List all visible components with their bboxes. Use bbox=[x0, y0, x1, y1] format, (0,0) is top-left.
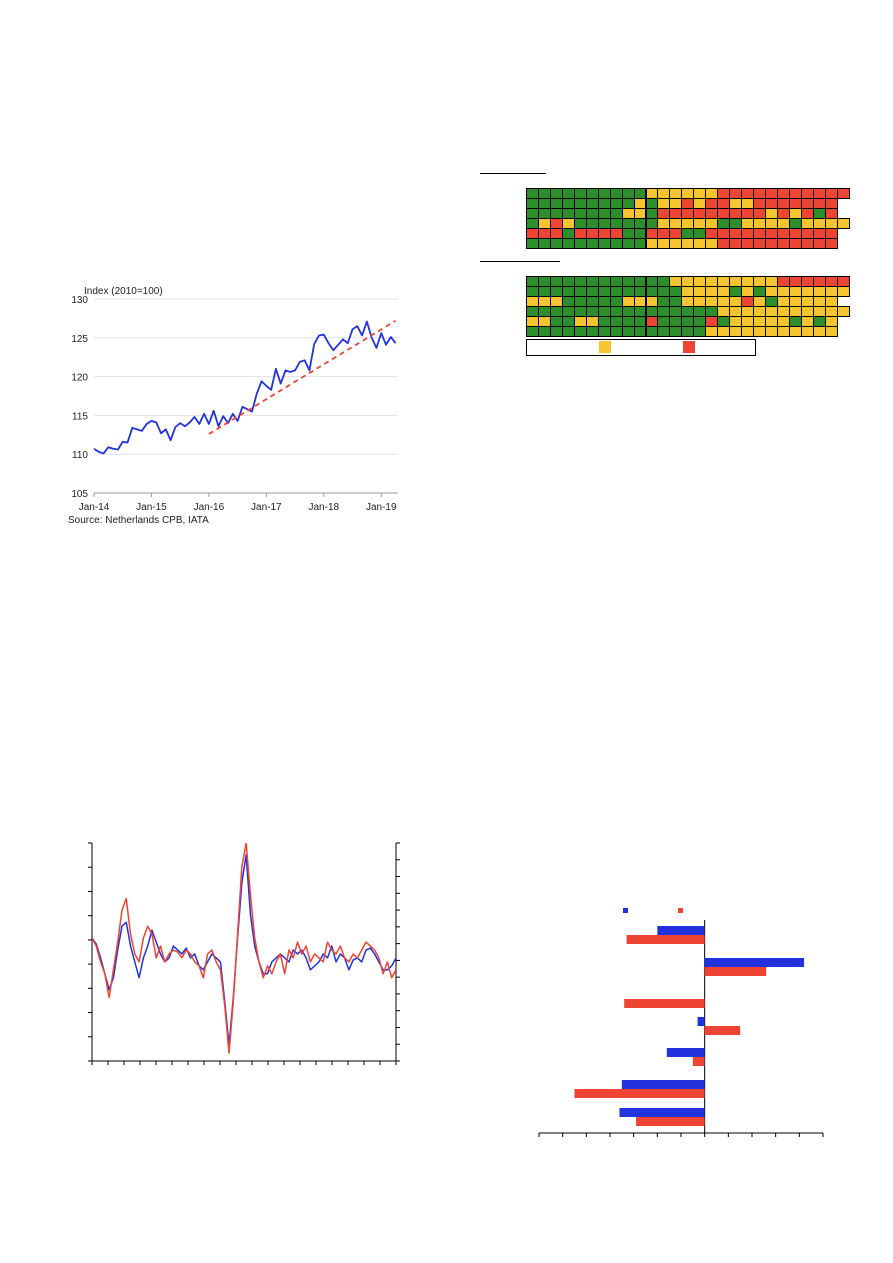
bar-red bbox=[704, 967, 767, 976]
heatmap-cell bbox=[824, 326, 838, 337]
x-tick-label-Jan-18: Jan-18 bbox=[309, 502, 340, 513]
status-heatmap bbox=[470, 160, 850, 360]
heatmap-cell bbox=[824, 238, 838, 249]
legend-yellow-swatch bbox=[599, 341, 611, 353]
bar-blue bbox=[657, 926, 705, 935]
dual-line-chart bbox=[80, 835, 410, 1075]
x-tick-label-Jan-17: Jan-17 bbox=[251, 502, 282, 513]
bar-blue bbox=[697, 1017, 705, 1026]
heatmap-cell bbox=[836, 306, 850, 317]
bar-red bbox=[574, 1089, 705, 1098]
y-tick-label-130: 130 bbox=[71, 295, 88, 306]
trend-line-dashed bbox=[208, 319, 397, 435]
heatmap-grid bbox=[526, 188, 850, 348]
bar-red bbox=[692, 1057, 705, 1066]
legend-red-swatch bbox=[683, 341, 695, 353]
bar-blue bbox=[704, 958, 805, 967]
index-line-chart: 105 110 115 120 125 130 Jan-14 Jan-15 Jan-16 Jan-… bbox=[60, 280, 405, 535]
dual-line-chart-svg bbox=[88, 842, 400, 1065]
y-tick-label-110: 110 bbox=[72, 450, 88, 461]
series-line-blue bbox=[92, 854, 396, 1046]
bar-blue bbox=[621, 1080, 705, 1089]
bar-red bbox=[624, 999, 705, 1008]
horizontal-bar-chart bbox=[525, 900, 835, 1150]
heatmap-header-rule-1 bbox=[480, 173, 546, 174]
x-tick-label-Jan-14: Jan-14 bbox=[79, 502, 110, 513]
x-tick-label-Jan-15: Jan-15 bbox=[136, 502, 167, 513]
legend-marker-red bbox=[678, 908, 683, 913]
series-line-blue bbox=[93, 320, 397, 455]
heatmap-cell bbox=[836, 218, 850, 229]
bar-red bbox=[636, 1117, 705, 1126]
y-tick-label-105: 105 bbox=[71, 489, 88, 500]
y-tick-label-120: 120 bbox=[71, 373, 88, 384]
legend-marker-blue bbox=[623, 908, 628, 913]
x-tick-label-Jan-16: Jan-16 bbox=[194, 502, 225, 513]
y-axis-title: Index (2010=100) bbox=[84, 286, 163, 297]
bar-red bbox=[626, 935, 705, 944]
index-line-chart-svg: 105 110 115 120 125 130 Jan-14 Jan-15 Jan-16 Jan-… bbox=[68, 286, 398, 526]
heatmap-cell bbox=[836, 286, 850, 297]
horizontal-bar-chart-svg bbox=[538, 908, 824, 1137]
heatmap-header-rule-2 bbox=[480, 261, 560, 262]
heatmap-legend bbox=[526, 339, 756, 356]
series-line-red bbox=[92, 843, 396, 1054]
y-tick-label-115: 115 bbox=[72, 411, 88, 422]
bar-blue bbox=[666, 1048, 705, 1057]
source-note: Source: Netherlands CPB, IATA bbox=[68, 515, 209, 526]
x-tick-label-Jan-19: Jan-19 bbox=[366, 502, 397, 513]
heatmap-cell bbox=[836, 188, 850, 199]
bar-blue bbox=[619, 1108, 705, 1117]
y-tick-label-125: 125 bbox=[71, 334, 88, 345]
bar-red bbox=[704, 1026, 741, 1035]
